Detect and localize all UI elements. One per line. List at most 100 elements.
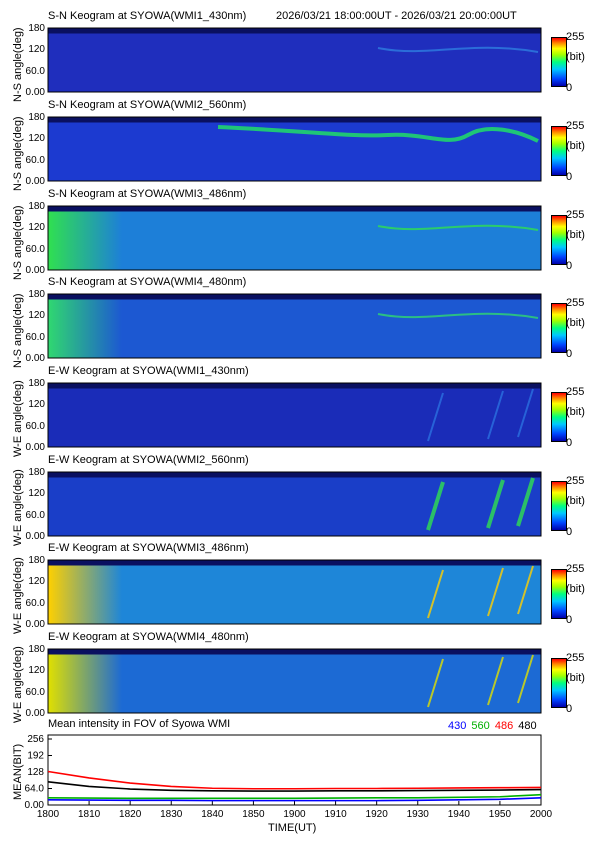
legend-430: 430	[448, 720, 467, 732]
keogram-ytick: 0.00	[25, 87, 45, 98]
keogram-image	[47, 648, 542, 714]
keogram-ytick: 120	[28, 44, 45, 56]
x-tick-label: 1930	[407, 809, 430, 820]
keogram-ytick: 180	[28, 201, 45, 212]
x-tick-label: 2000	[530, 809, 553, 820]
colorbar-min: 0	[566, 703, 573, 715]
colorbar-min: 0	[566, 437, 573, 449]
line-chart-xlabel: TIME(UT)	[268, 822, 317, 834]
keogram-edge-band	[48, 472, 541, 478]
colorbar-unit: (bit)	[566, 406, 585, 418]
colorbar-min: 0	[566, 171, 573, 183]
keogram-ytick: 180	[28, 644, 45, 655]
aurora-feature	[427, 388, 534, 442]
keogram-image	[47, 27, 542, 93]
keogram-image	[47, 559, 542, 625]
keogram-ytick: 60.0	[25, 154, 45, 166]
keogram-ytick: 120	[28, 488, 45, 500]
keogram-ytick: 60.0	[25, 597, 45, 609]
y-tick-label: 128	[27, 767, 44, 778]
keogram-ytick: 120	[28, 399, 45, 411]
x-tick-label: 1950	[489, 809, 512, 820]
colorbar-max: 255	[566, 386, 585, 398]
y-tick-label: 0.00	[25, 800, 45, 811]
keogram-title: E-W Keogram at SYOWA(WMI3_486nm)	[48, 542, 249, 554]
colorbar	[551, 658, 567, 708]
keogram-edge-band	[48, 28, 541, 34]
x-tick-label: 1920	[366, 809, 389, 820]
colorbar-unit: (bit)	[566, 495, 585, 507]
keogram-ytick: 120	[28, 133, 45, 145]
keogram-ytick: 180	[28, 289, 45, 300]
keogram-edge-band	[48, 117, 541, 123]
x-tick-label: 1840	[201, 809, 224, 820]
keogram-image	[47, 205, 542, 271]
keogram-ytick: 60.0	[25, 331, 45, 343]
keogram-ytick: 0.00	[25, 265, 45, 276]
colorbar	[551, 569, 567, 619]
colorbar-max: 255	[566, 120, 585, 132]
colorbar-max: 255	[566, 563, 585, 575]
x-tick-label: 1810	[78, 809, 101, 820]
keogram-title: E-W Keogram at SYOWA(WMI2_560nm)	[48, 454, 249, 466]
keogram-edge-band	[48, 649, 541, 655]
colorbar	[551, 481, 567, 531]
series-line-560	[47, 793, 542, 800]
colorbar-min: 0	[566, 348, 573, 360]
keogram-ytick: 120	[28, 310, 45, 322]
keogram-ytick: 180	[28, 112, 45, 123]
series-line-430	[47, 796, 542, 802]
keogram-ytick: 0.00	[25, 353, 45, 364]
x-tick-label: 1900	[283, 809, 306, 820]
x-tick-label: 1910	[324, 809, 347, 820]
colorbar	[551, 392, 567, 442]
time-range: 2026/03/21 18:00:00UT - 2026/03/21 20:00…	[276, 10, 517, 22]
aurora-feature	[377, 46, 539, 53]
keogram-ytick: 0.00	[25, 619, 45, 630]
x-tick-label: 1850	[242, 809, 265, 820]
colorbar	[551, 303, 567, 353]
colorbar-unit: (bit)	[566, 672, 585, 684]
series-line-480	[47, 781, 542, 792]
legend: 430 560 486 480	[448, 720, 537, 732]
colorbar-min: 0	[566, 614, 573, 626]
keogram-title: S-N Keogram at SYOWA(WMI4_480nm)	[48, 276, 247, 288]
aurora-feature	[377, 224, 539, 231]
y-tick-label: 192	[27, 751, 44, 762]
aurora-feature	[426, 477, 535, 531]
keogram-title: S-N Keogram at SYOWA(WMI3_486nm)	[48, 188, 247, 200]
colorbar	[551, 215, 567, 265]
line-chart-title: Mean intensity in FOV of Syowa WMI	[48, 718, 231, 730]
keogram-title: S-N Keogram at SYOWA(WMI2_560nm)	[48, 99, 247, 111]
keogram-ytick: 0.00	[25, 176, 45, 187]
keogram-ytick: 0.00	[25, 708, 45, 719]
keogram-ytick: 60.0	[25, 686, 45, 698]
colorbar-min: 0	[566, 82, 573, 94]
keogram-ytick: 0.00	[25, 442, 45, 453]
keogram-title: S-N Keogram at SYOWA(WMI1_430nm)	[48, 10, 247, 22]
colorbar-unit: (bit)	[566, 583, 585, 595]
legend-486: 486	[494, 720, 514, 732]
keogram-ytick: 180	[28, 555, 45, 566]
y-tick-label: 256	[27, 734, 44, 745]
legend-560: 560	[471, 720, 490, 732]
y-tick-label: 64.0	[25, 784, 45, 795]
keogram-image	[47, 382, 542, 448]
keogram-image	[47, 293, 542, 359]
keogram-ytick: 180	[28, 23, 45, 34]
keogram-edge-band	[48, 206, 541, 212]
keogram-edge-band	[48, 383, 541, 389]
keogram-ytick: 60.0	[25, 420, 45, 432]
keogram-ytick: 60.0	[25, 243, 45, 255]
colorbar-max: 255	[566, 297, 585, 309]
x-tick-label: 1830	[160, 809, 183, 820]
colorbar-unit: (bit)	[566, 317, 585, 329]
keogram-ytick: 120	[28, 222, 45, 234]
colorbar-max: 255	[566, 209, 585, 221]
keogram-title: E-W Keogram at SYOWA(WMI1_430nm)	[48, 365, 249, 377]
colorbar	[551, 37, 567, 87]
keogram-ytick: 60.0	[25, 65, 45, 77]
keogram-image	[47, 116, 542, 182]
keogram-ytick: 180	[28, 467, 45, 478]
